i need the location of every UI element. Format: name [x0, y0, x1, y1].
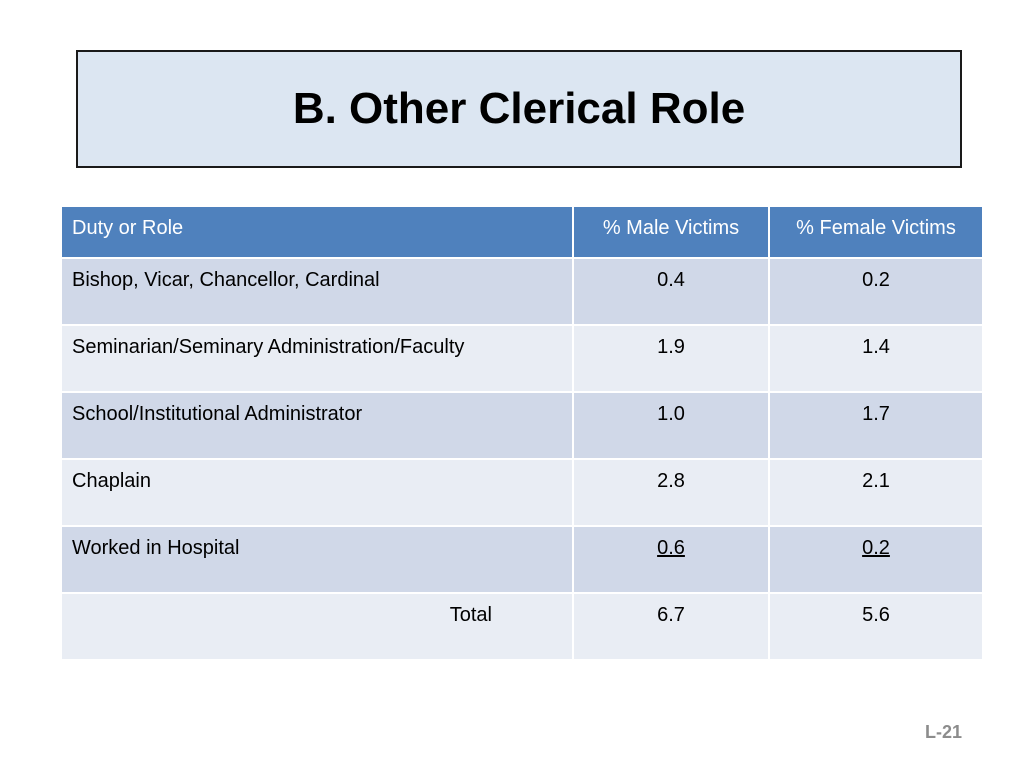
- table-row: Worked in Hospital 0.6 0.2: [60, 525, 984, 594]
- slide-number: L-21: [924, 722, 962, 742]
- total-male: 6.7: [572, 592, 770, 661]
- table-row: Chaplain 2.8 2.1: [60, 458, 984, 527]
- header-male-victims: % Male Victims: [572, 205, 770, 259]
- role-cell: Seminarian/Seminary Administration/Facul…: [60, 324, 574, 393]
- header-duty-or-role: Duty or Role: [60, 205, 574, 259]
- male-cell: 2.8: [572, 458, 770, 527]
- male-cell: 1.0: [572, 391, 770, 460]
- role-cell: School/Institutional Administrator: [60, 391, 574, 460]
- table-row: Bishop, Vicar, Chancellor, Cardinal 0.4 …: [60, 257, 984, 326]
- table-header-row: Duty or Role % Male Victims % Female Vic…: [60, 205, 984, 259]
- total-row: Total 6.7 5.6: [60, 592, 984, 661]
- title-box: B. Other Clerical Role: [76, 50, 962, 168]
- data-table: Duty or Role % Male Victims % Female Vic…: [60, 205, 984, 661]
- male-value-underlined: 0.6: [657, 537, 685, 559]
- female-cell: 1.7: [768, 391, 984, 460]
- male-cell: 0.6: [572, 525, 770, 594]
- female-cell: 2.1: [768, 458, 984, 527]
- role-cell: Bishop, Vicar, Chancellor, Cardinal: [60, 257, 574, 326]
- female-cell: 1.4: [768, 324, 984, 393]
- table-row: School/Institutional Administrator 1.0 1…: [60, 391, 984, 460]
- role-cell: Chaplain: [60, 458, 574, 527]
- female-value-underlined: 0.2: [862, 537, 890, 559]
- slide-title: B. Other Clerical Role: [292, 84, 746, 133]
- male-cell: 1.9: [572, 324, 770, 393]
- male-cell: 0.4: [572, 257, 770, 326]
- total-label: Total: [60, 592, 574, 661]
- role-cell: Worked in Hospital: [60, 525, 574, 594]
- female-cell: 0.2: [768, 257, 984, 326]
- table-row: Seminarian/Seminary Administration/Facul…: [60, 324, 984, 393]
- female-cell: 0.2: [768, 525, 984, 594]
- total-female: 5.6: [768, 592, 984, 661]
- header-female-victims: % Female Victims: [768, 205, 984, 259]
